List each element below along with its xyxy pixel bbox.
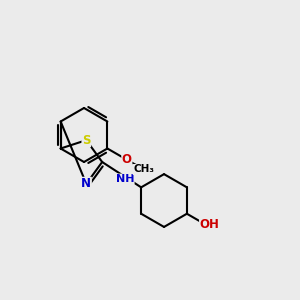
Text: OH: OH — [200, 218, 220, 231]
Text: O: O — [122, 153, 132, 166]
Text: CH₃: CH₃ — [133, 164, 154, 175]
Text: S: S — [82, 134, 91, 147]
Text: NH: NH — [116, 174, 134, 184]
Text: N: N — [81, 177, 91, 190]
